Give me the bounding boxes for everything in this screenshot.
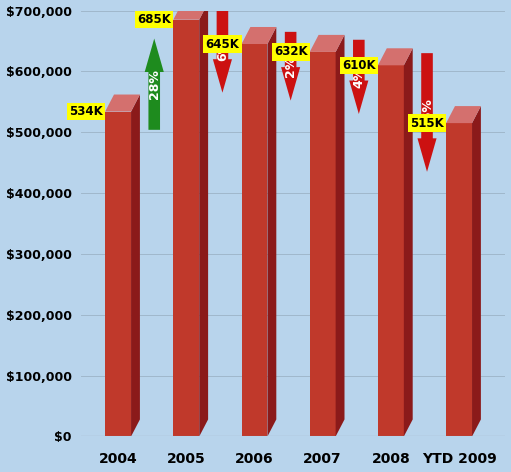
- Polygon shape: [242, 27, 276, 44]
- Polygon shape: [145, 39, 164, 130]
- Polygon shape: [350, 40, 368, 114]
- Text: 534K: 534K: [69, 105, 103, 118]
- Text: 610K: 610K: [342, 59, 376, 72]
- Polygon shape: [417, 53, 436, 172]
- Polygon shape: [242, 44, 267, 437]
- Polygon shape: [105, 94, 140, 111]
- Polygon shape: [446, 123, 472, 437]
- Polygon shape: [310, 52, 336, 437]
- Polygon shape: [378, 48, 413, 65]
- Polygon shape: [173, 20, 199, 437]
- Polygon shape: [378, 65, 404, 437]
- Text: 6%: 6%: [216, 40, 229, 61]
- Polygon shape: [404, 48, 413, 437]
- Text: 2%: 2%: [284, 56, 297, 77]
- Polygon shape: [105, 111, 131, 437]
- Text: 515K: 515K: [410, 117, 444, 130]
- Text: 645K: 645K: [205, 37, 240, 51]
- Polygon shape: [199, 3, 208, 437]
- Polygon shape: [446, 106, 481, 123]
- Text: 28%: 28%: [148, 69, 161, 99]
- Text: 4%: 4%: [352, 66, 365, 87]
- Polygon shape: [310, 35, 344, 52]
- Polygon shape: [281, 32, 300, 101]
- Polygon shape: [213, 8, 232, 93]
- Text: 632K: 632K: [274, 45, 308, 59]
- Polygon shape: [472, 106, 481, 437]
- Polygon shape: [336, 35, 344, 437]
- Polygon shape: [131, 94, 140, 437]
- Polygon shape: [267, 27, 276, 437]
- Text: 16%: 16%: [421, 98, 433, 127]
- Text: 685K: 685K: [137, 13, 171, 26]
- Polygon shape: [173, 3, 208, 20]
